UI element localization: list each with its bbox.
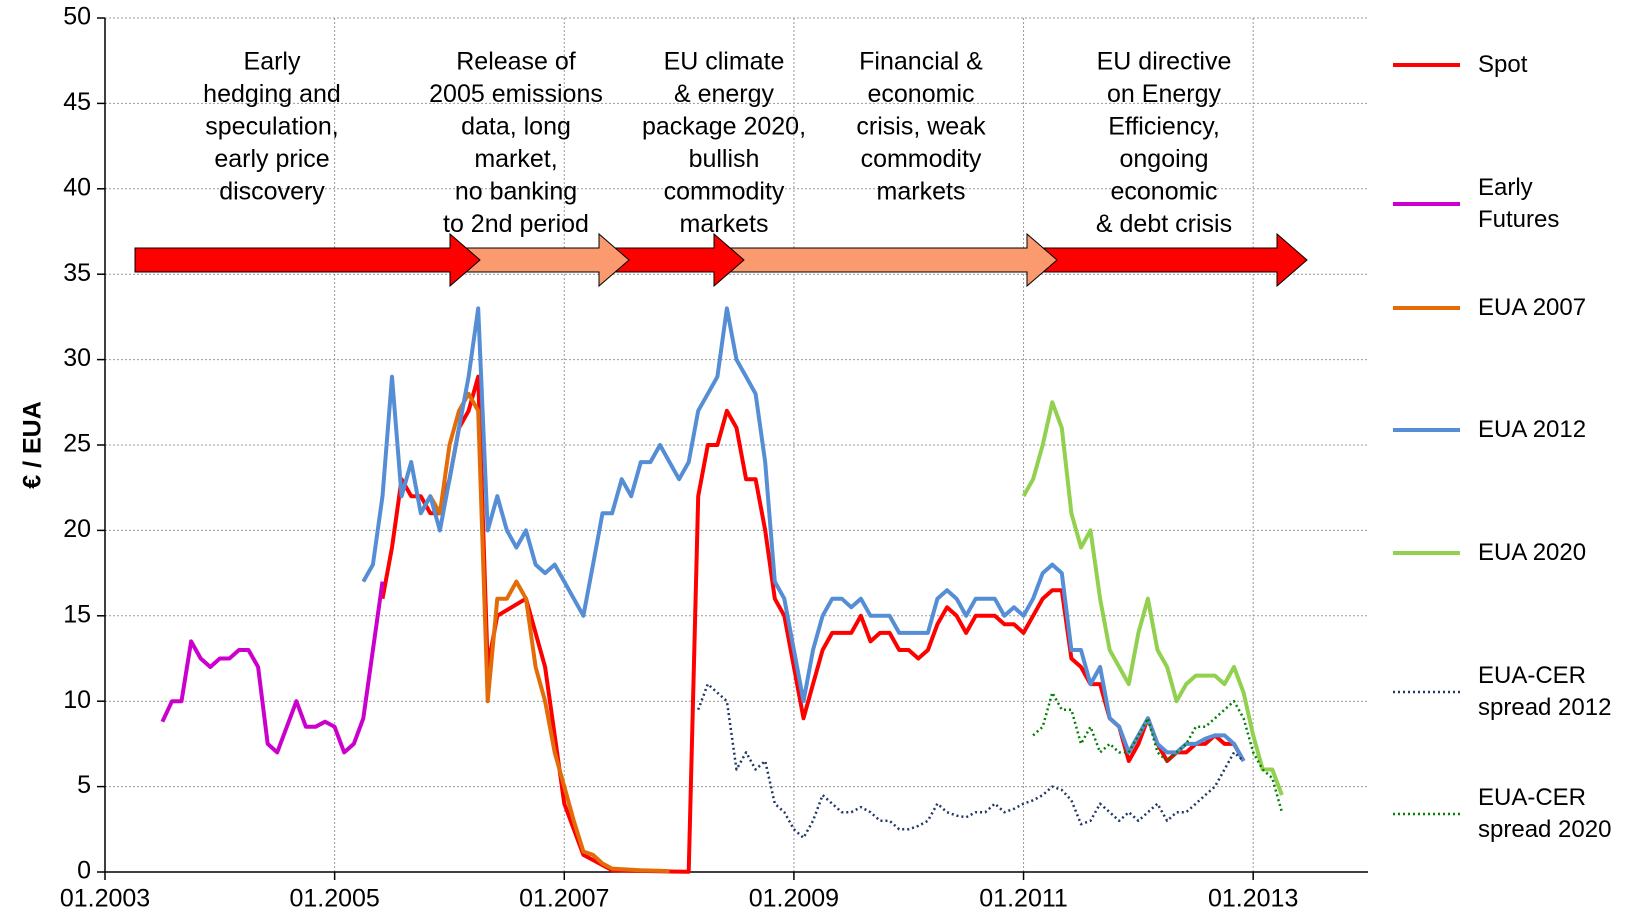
legend-label: Early Futures [1478,174,1560,233]
y-tick-label: 45 [63,88,91,116]
series-line [419,391,670,874]
y-tick-label: 30 [63,344,91,372]
phase-arrow [463,232,630,288]
annotation: crisis, weak [856,113,986,141]
annotation: on Energy [1107,80,1221,108]
annotation: economic [868,80,975,108]
annotation: early price [214,145,329,173]
annotation: bullish [689,145,760,173]
y-tick-label: 50 [63,3,91,31]
y-axis-label: € / EUA [19,401,47,489]
annotation: no banking [455,178,577,206]
series-line [380,374,1246,874]
annotation: commodity [861,145,982,173]
phase-arrow [726,232,1058,288]
annotation: speculation, [205,113,338,141]
annotation: discovery [219,178,325,206]
y-tick-label: 0 [77,857,91,885]
annotation: commodity [664,178,785,206]
legend-label: EUA 2007 [1478,294,1587,321]
annotation: market, [474,145,557,173]
annotation: ongoing [1120,145,1209,173]
legend-label: EUA-CER spread 2012 [1478,662,1612,721]
y-tick-label: 20 [63,515,91,543]
y-tick-label: 25 [63,430,91,458]
x-tick-label: 01.2013 [1208,885,1298,913]
legend-label: Spot [1478,51,1528,78]
series-line [1021,400,1284,796]
legend-label: EUA-CER spread 2020 [1478,784,1612,843]
annotation: & energy [674,80,775,108]
x-tick-label: 01.2007 [519,885,609,913]
series-line [160,581,385,755]
y-tick-label: 10 [63,686,91,714]
annotation: Early [244,48,301,76]
x-tick-label: 01.2003 [60,885,150,913]
annotation: package 2020, [642,113,806,141]
annotation: hedging and [203,80,341,108]
series-line [1032,691,1284,813]
annotation: markets [680,210,769,238]
series-line [361,306,1246,762]
annotation: economic [1111,178,1218,206]
legend-label: EUA 2012 [1478,416,1587,443]
x-tick-label: 01.2005 [289,885,379,913]
annotation: Release of [456,48,576,76]
annotation: EU directive [1097,48,1232,76]
annotation: 2005 emissions [429,80,603,108]
x-tick-label: 01.2009 [749,885,839,913]
y-tick-label: 35 [63,259,91,287]
phase-arrow [613,232,745,288]
annotation: & debt crisis [1096,210,1232,238]
phase-arrow [134,232,481,288]
legend-label: EUA 2020 [1478,539,1587,566]
y-tick-label: 15 [63,600,91,628]
y-tick-label: 5 [77,771,91,799]
series-line [697,682,1245,840]
phase-arrow [1040,232,1308,288]
x-tick-label: 01.2011 [979,885,1068,913]
annotation: Efficiency, [1108,113,1220,141]
annotation: Financial & [859,48,983,76]
annotation: markets [877,178,966,206]
annotation: data, long [461,113,571,141]
annotation: EU climate [664,48,785,76]
y-tick-label: 40 [63,173,91,201]
annotation: to 2nd period [443,210,589,238]
